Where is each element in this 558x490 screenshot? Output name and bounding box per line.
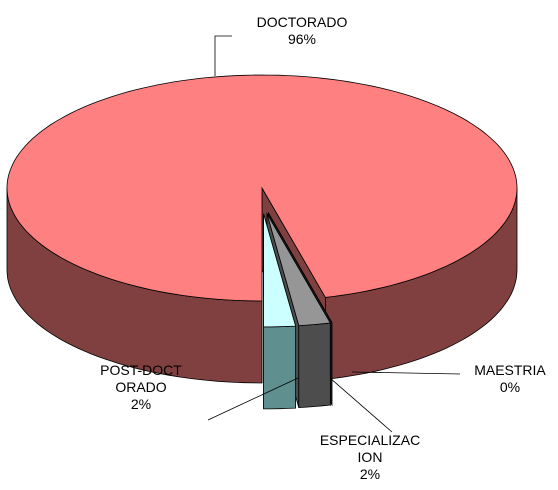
slice-name: POST-DOCTORADO [100, 362, 182, 395]
slice-value: 0% [499, 379, 521, 395]
slice-top [263, 213, 297, 328]
slice-label: MAESTRIA 0% [440, 362, 558, 396]
slice-side [263, 325, 297, 410]
pie-slice [263, 213, 297, 410]
slice-top [6, 74, 518, 302]
slice-name: MAESTRIA [474, 362, 546, 378]
slice-top [268, 212, 333, 323]
slice-value: 96% [287, 31, 317, 47]
slice-label: DOCTORADO 96% [232, 14, 372, 48]
slice-top [266, 213, 331, 327]
leader-line [214, 35, 232, 76]
slice-name: ESPECIALIZACION [319, 432, 421, 465]
slice-value: 2% [359, 466, 381, 482]
slice-label: POST-DOCTORADO 2% [96, 362, 186, 413]
slice-name: DOCTORADO [256, 14, 348, 30]
slice-label: ESPECIALIZACION 2% [318, 432, 422, 483]
slice-value: 2% [130, 396, 152, 412]
leader-line [329, 377, 393, 433]
slice-side [298, 322, 331, 409]
pie-slice [6, 74, 518, 384]
leader-line [351, 371, 461, 375]
leader-line [207, 377, 299, 421]
